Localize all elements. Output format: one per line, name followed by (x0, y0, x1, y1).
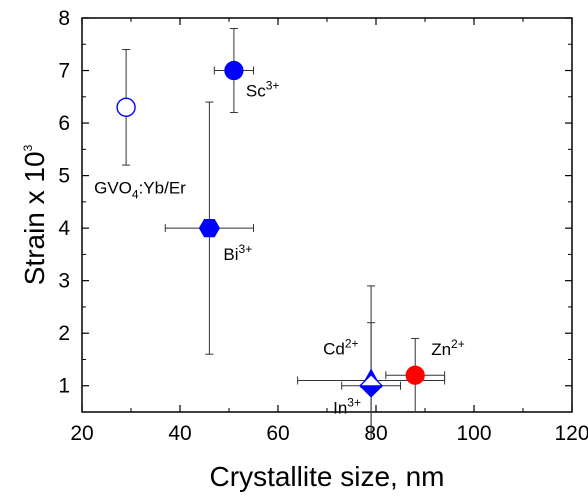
point-label-part: Bi (223, 245, 238, 264)
marker-gvo4 (116, 97, 136, 118)
y-tick-label: 7 (58, 60, 70, 83)
point-label-in: In3+ (333, 396, 361, 418)
x-tick-label: 20 (70, 422, 93, 445)
point-label-part: 2+ (345, 336, 359, 350)
point-label-bi: Bi3+ (223, 242, 252, 264)
point-label-part: 3+ (347, 396, 361, 410)
point-label-part: 2+ (451, 337, 465, 351)
marker-bi (198, 219, 220, 238)
y-tick-label: 2 (58, 322, 70, 345)
point-label-part: 4 (132, 187, 139, 201)
y-tick-label: 5 (58, 165, 70, 188)
y-tick-label: 4 (58, 217, 70, 240)
y-tick-label: 3 (58, 270, 70, 293)
y-axis-title-base: Strain x 10 (19, 151, 50, 285)
y-tick-label: 1 (58, 375, 70, 398)
point-label-part: Cd (323, 339, 345, 358)
y-axis-title-exponent: 3 (21, 144, 35, 151)
error-bars (118, 28, 446, 439)
point-label-part: In (333, 399, 347, 418)
point-label-sc: Sc3+ (246, 79, 280, 101)
point-label-part: 3+ (266, 79, 280, 93)
marker-fill-in (358, 385, 384, 398)
x-tick-label: 120 (554, 422, 588, 445)
y-axis-title: Strain x 103 (19, 144, 50, 285)
point-label-cd: Cd2+ (323, 336, 358, 358)
x-tick-label: 80 (364, 422, 387, 445)
point-label-part: Sc (246, 82, 266, 101)
point-label-part: :Yb/Er (139, 178, 187, 197)
point-label-gvo4: GVO4:Yb/Er (94, 178, 186, 201)
point-label-zn: Zn2+ (431, 337, 465, 359)
point-label-part: 3+ (239, 242, 253, 256)
marker-zn (405, 365, 425, 385)
point-label-part: GVO (94, 178, 132, 197)
marker-sc (224, 60, 244, 81)
axes: 20 40 60 80 100 120 1 2 3 4 5 6 7 8 (58, 7, 588, 445)
data-markers (116, 60, 425, 398)
y-tick-label: 8 (58, 7, 70, 30)
x-tick-label: 100 (456, 422, 491, 445)
x-tick-label: 60 (266, 422, 289, 445)
x-axis-title: Crystallite size, nm (210, 461, 445, 492)
y-tick-label: 6 (58, 112, 70, 135)
x-tick-label: 40 (168, 422, 191, 445)
point-label-part: Zn (431, 340, 451, 359)
